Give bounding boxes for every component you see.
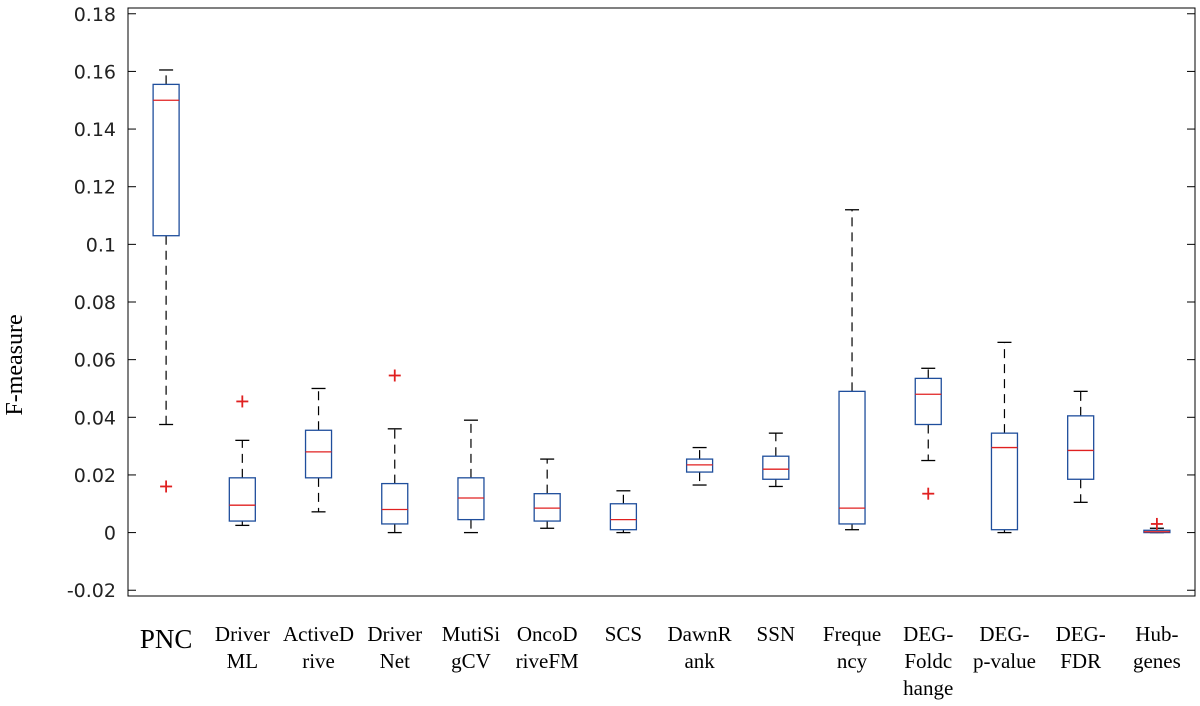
iqr-box [1067,415,1095,480]
category-label-line: rive [302,649,335,673]
box-group-pnc [152,69,180,493]
category-label-line: Foldc [904,649,952,673]
category-label: Hub-genes [1133,622,1181,673]
y-tick-label: 0.16 [74,61,116,83]
category-label-line: Driver [215,622,270,646]
category-label: DawnR ank [668,622,732,673]
box-group-dawnrank [685,446,714,486]
category-label-line: OncoD [517,622,578,646]
y-tick-label: 0.06 [74,350,116,372]
category-label-line: ML [227,649,259,673]
iqr-box [533,493,561,522]
iqr-box [838,390,866,525]
category-label: DEG- FDR [1056,622,1106,673]
category-label-line: MutiSi [442,622,501,646]
category-label-line: hange [903,676,953,700]
y-tick-label: 0.18 [74,4,116,26]
category-label: SSN [757,622,796,646]
box-group-drivernet [381,369,409,534]
category-label-line: Hub- [1135,622,1178,646]
box-group-deg-fdr [1067,390,1095,503]
category-label-line: ncy [837,649,868,673]
plot-border [127,7,1196,597]
category-label-line: FDR [1060,649,1101,673]
category-label-line: Net [380,649,410,673]
category-label: DEG-p-value [973,622,1036,673]
iqr-box [762,455,790,480]
category-label-line: DEG- [1056,622,1106,646]
box-group-hub-genes [1143,517,1171,534]
category-label-line: SSN [757,622,796,646]
category-label-line: PNC [140,624,193,654]
iqr-box [381,482,409,525]
category-label: Driver Net [367,622,422,673]
category-label-line: ActiveD [283,622,354,646]
box-group-frequency [838,209,866,531]
outlier-marker [388,369,401,382]
iqr-box [685,458,714,473]
iqr-box [990,432,1019,531]
category-label-line: DawnR [668,622,732,646]
outlier-marker [922,487,935,500]
axes-frame [127,7,1196,597]
box-group-deg-foldchange [914,367,942,500]
iqr-box [152,83,180,237]
category-label-line: ank [684,649,715,673]
box-group-activedrive [304,387,333,513]
category-label-line: gCV [451,649,491,673]
category-label: ActiveD rive [283,622,354,673]
category-label-line: Driver [367,622,422,646]
iqr-box [914,377,942,426]
category-label: OncoD riveFM [516,622,579,673]
box-group-mutisigcv [457,419,485,534]
iqr-box [228,477,256,522]
box-group-oncodrivefm [533,458,561,529]
y-axis-title: F-measure [2,314,28,415]
category-label: MutiSi gCV [442,622,501,673]
category-label: SCS [605,622,642,646]
outlier-marker [1150,517,1163,530]
outlier-marker [160,480,173,493]
boxes [152,69,1171,534]
box-group-scs [609,490,638,534]
category-label: Driver ML [215,622,270,673]
y-tick-label: 0.14 [74,119,116,141]
iqr-box [457,477,485,521]
category-label-line: riveFM [516,649,579,673]
category-label: PNC [140,624,193,654]
y-tick-label: 0 [104,523,116,545]
category-label-line: DEG- [903,622,953,646]
y-tick-label: 0.08 [74,292,116,314]
category-label-line: SCS [605,622,642,646]
category-label-line: genes [1133,649,1181,673]
y-tick-label: -0.02 [67,580,116,602]
category-label-line: p-value [973,649,1036,673]
box-group-driverml [228,395,256,527]
iqr-box [609,503,638,531]
iqr-box [304,429,333,479]
category-label: DEG- Foldc hange [903,622,953,700]
category-label: Freque ncy [823,622,881,673]
category-label-line: Freque [823,622,881,646]
y-tick-label: 0.04 [74,407,116,429]
x-axis-labels: PNC Driver ML ActiveD rive Driver Net MutiSi gCV… [140,622,1181,700]
y-tick-label: 0.02 [74,465,116,487]
y-axis: -0.02 0 0.02 0.04 0.06 0.08 0.1 0.12 0.14 0.16 0.1… [67,4,1195,602]
box-group-ssn [762,432,790,488]
y-tick-label: 0.1 [86,234,116,256]
outlier-marker [236,395,249,408]
y-tick-label: 0.12 [74,177,116,199]
box-group-deg-p-value [990,341,1019,534]
category-label-line: DEG- [979,622,1029,646]
